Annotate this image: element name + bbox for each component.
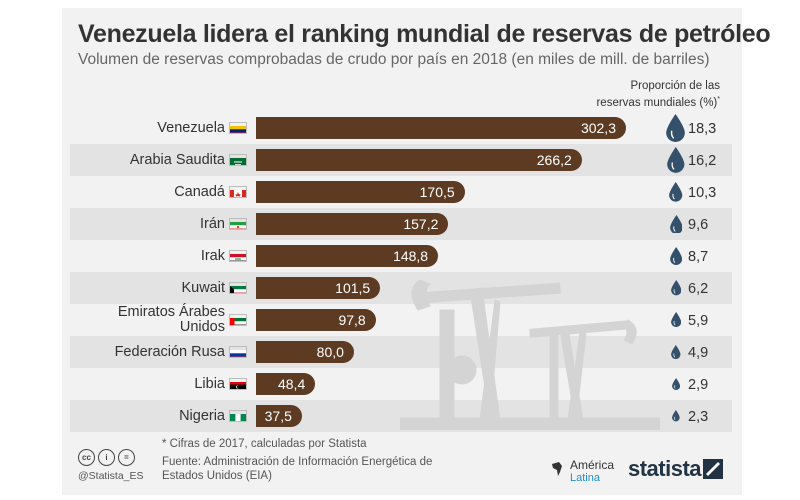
category-label-line: Unidos (179, 319, 225, 335)
category-label-nigeria: Nigeria (25, 409, 225, 424)
saudi-arabia-flag-icon (229, 154, 247, 166)
america-latina-logo-icon (552, 462, 562, 476)
category-label-line: Arabia Saudita (129, 152, 225, 168)
bar-value-label: 48,4 (277, 376, 306, 392)
category-label-iran: Irán (25, 217, 225, 232)
share-value-label: 9,6 (688, 217, 709, 233)
bar-kuwait: 101,5 (256, 277, 381, 299)
kuwait-flag-icon (229, 282, 247, 294)
bar-value-label: 37,5 (264, 408, 292, 424)
row-stripe (70, 272, 732, 304)
share-header-line1: Proporción de las (630, 80, 721, 92)
share-header-mark: * (717, 96, 720, 103)
share-value-label: 16,2 (688, 153, 717, 169)
creative-commons-icon[interactable]: cc (78, 449, 95, 466)
row-stripe (70, 336, 732, 368)
bar-libia: 48,4 (256, 373, 316, 395)
bar-value-label: 148,8 (393, 248, 429, 264)
share-value-label: 2,9 (688, 377, 709, 393)
chart-subtitle: Volumen de reservas comprobadas de crudo… (78, 51, 710, 68)
statista-mark-icon (703, 459, 723, 479)
statista-handle: @Statista_ES (78, 470, 144, 482)
category-label-line: Federación Rusa (114, 344, 225, 360)
uae-flag-icon (229, 314, 247, 326)
russia-flag-icon (229, 346, 247, 358)
bar-value-label: 80,0 (316, 344, 344, 360)
attribution-icon[interactable]: i (98, 449, 115, 466)
share-column-header: Proporción de las reservas mundiales (%)… (560, 80, 720, 110)
share-value-label: 5,9 (688, 313, 709, 329)
category-label-irak: Irak (25, 249, 225, 264)
statista-logo[interactable]: statista (628, 456, 702, 481)
category-label-line: Emiratos Árabes (117, 304, 225, 320)
category-label-canada: Canadá (25, 185, 225, 200)
bar-nigeria: 37,5 (256, 405, 302, 427)
bar-federacion-rusa: 80,0 (256, 341, 354, 363)
category-label-federacion-rusa: Federación Rusa (25, 345, 225, 360)
category-label-line: Venezuela (157, 120, 225, 136)
oil-drop-icon (666, 114, 686, 142)
oil-drop-icon (671, 344, 681, 360)
oil-drop-icon (667, 147, 685, 173)
share-value-label: 4,9 (688, 345, 709, 361)
america-latina-line2: Latina (570, 472, 600, 484)
share-header-line2: reservas mundiales (%) (596, 96, 718, 109)
category-label-emiratos-arabes-unidos: Emiratos Árabes Unidos (25, 305, 225, 335)
category-label-line: Nigeria (179, 408, 225, 424)
bar-value-label: 101,5 (335, 280, 371, 296)
oil-drop-icon (669, 246, 682, 265)
no-derivatives-icon[interactable]: = (118, 449, 135, 466)
bar-venezuela: 302,3 (256, 117, 626, 139)
bar-emiratos-arabes-unidos: 97,8 (256, 309, 376, 331)
bar-value-label: 157,2 (403, 216, 439, 232)
footnote: * Cifras de 2017, calculadas por Statist… (162, 438, 367, 450)
oil-drop-icon (669, 214, 683, 234)
bar-canada: 170,5 (256, 181, 465, 203)
nigeria-flag-icon (229, 410, 247, 422)
license-icons: cc i = (78, 447, 138, 466)
bar-value-label: 266,2 (536, 152, 572, 168)
category-label-line: Irak (200, 248, 225, 264)
venezuela-flag-icon (229, 122, 247, 134)
oil-drop-icon (672, 410, 680, 422)
bar-value-label: 97,8 (338, 312, 366, 328)
category-label-line: Kuwait (181, 280, 225, 296)
category-label-line: Irán (200, 216, 225, 232)
category-label-line: Libia (194, 376, 225, 392)
oil-drop-icon (670, 312, 682, 328)
oil-drop-icon (669, 182, 683, 202)
share-value-label: 6,2 (688, 281, 709, 297)
canada-flag-icon (229, 186, 247, 198)
share-value-label: 10,3 (688, 185, 717, 201)
iran-flag-icon (229, 218, 247, 230)
source-note: Fuente: Administración de Información En… (162, 456, 433, 482)
category-label-libia: Libia (25, 377, 225, 392)
bar-value-label: 302,3 (580, 120, 616, 136)
category-label-line: Canadá (174, 184, 225, 200)
share-value-label: 8,7 (688, 249, 709, 265)
bar-irak: 148,8 (256, 245, 439, 267)
category-label-kuwait: Kuwait (25, 281, 225, 296)
oil-drop-icon (670, 280, 682, 296)
share-value-label: 18,3 (688, 121, 717, 137)
libya-flag-icon (229, 378, 247, 390)
oil-pumpjack-illustration (400, 279, 660, 430)
america-latina-line1: América (570, 458, 615, 472)
share-value-label: 2,3 (688, 409, 709, 425)
chart-title: Venezuela lidera el ranking mundial de r… (78, 20, 771, 48)
bar-arabia-saudita: 266,2 (256, 149, 582, 171)
oil-drop-icon (671, 377, 680, 390)
category-label-venezuela: Venezuela (25, 121, 225, 136)
iraq-flag-icon (229, 250, 247, 262)
bar-value-label: 170,5 (419, 184, 455, 200)
america-latina-logo: América Latina (570, 459, 614, 485)
category-label-arabia-saudita: Arabia Saudita (25, 153, 225, 168)
bar-iran: 157,2 (256, 213, 449, 235)
